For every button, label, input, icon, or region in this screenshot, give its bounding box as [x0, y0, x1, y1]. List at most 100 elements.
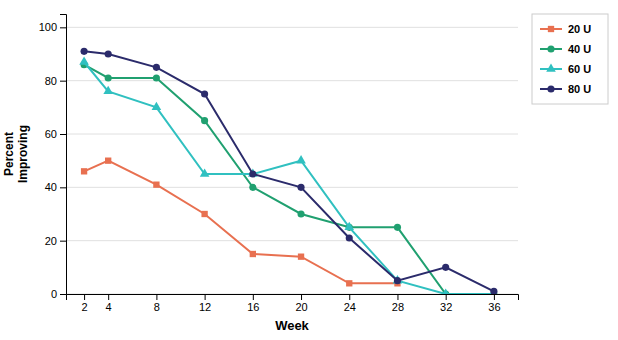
point — [441, 288, 451, 294]
tick-label: 32 — [440, 301, 452, 313]
tick-mark — [60, 27, 66, 28]
tick-mark — [84, 294, 85, 300]
legend-marker — [547, 45, 554, 52]
tick-label: 20 — [295, 301, 307, 313]
tick: 60 — [45, 128, 66, 140]
point — [394, 224, 401, 231]
point — [442, 264, 449, 271]
tick-mark — [156, 294, 157, 300]
tick: 24 — [344, 294, 356, 313]
x-axis: 24812162024283236 — [67, 294, 519, 313]
point — [200, 168, 210, 176]
tick-label: 16 — [247, 301, 259, 313]
point — [152, 102, 162, 110]
point — [249, 184, 256, 191]
series — [79, 56, 498, 294]
tick-label: 20 — [45, 235, 57, 247]
grid-line — [66, 134, 518, 135]
point — [344, 222, 354, 230]
tick-mark — [349, 294, 350, 300]
point — [490, 288, 497, 294]
tick: 100 — [39, 21, 66, 33]
line — [84, 65, 494, 294]
tick-mark — [446, 294, 447, 300]
legend-label: 40 U — [568, 43, 591, 55]
tick-mark — [253, 294, 254, 300]
tick: 36 — [488, 294, 500, 313]
point — [105, 158, 111, 164]
grid-line — [66, 80, 518, 81]
grid-line — [66, 187, 518, 188]
plot-area — [79, 48, 498, 294]
x-axis-title: Week — [275, 318, 309, 333]
tick-label: 24 — [344, 301, 356, 313]
legend: 20 U 40 U 60 U 80 U — [532, 14, 608, 104]
legend-item: 80 U — [540, 83, 591, 95]
tick-mark — [60, 81, 66, 82]
tick: 0 — [51, 288, 66, 300]
grid-line — [66, 240, 518, 241]
legend-marker — [547, 85, 554, 92]
tick: 8 — [154, 294, 160, 313]
legend-item: 40 U — [540, 43, 591, 55]
tick-label: 36 — [488, 301, 500, 313]
point — [201, 117, 208, 124]
y-axis-title-line: Improving — [16, 125, 30, 183]
tick: 28 — [392, 294, 404, 313]
legend-label: 20 U — [568, 23, 591, 35]
tick-mark — [494, 294, 495, 300]
point — [81, 48, 88, 55]
tick: 12 — [199, 294, 211, 313]
point — [298, 254, 304, 260]
point — [105, 74, 112, 81]
line — [84, 161, 397, 284]
point — [346, 234, 353, 241]
point — [79, 56, 89, 64]
series — [81, 158, 401, 287]
point — [297, 184, 304, 191]
tick-mark — [301, 294, 302, 300]
grid-line — [66, 27, 518, 28]
point — [153, 74, 160, 81]
point — [201, 90, 208, 97]
y-axis-title-line: Percent — [2, 132, 16, 176]
legend-label: 60 U — [568, 63, 591, 75]
point — [103, 86, 113, 94]
tick-mark — [205, 294, 206, 300]
tick-label: 40 — [45, 181, 57, 193]
legend-item: 20 U — [540, 23, 591, 35]
tick-label: 0 — [51, 288, 57, 300]
legend-item: 60 U — [540, 63, 591, 75]
tick: 20 — [45, 235, 66, 247]
tick-label: 80 — [45, 75, 57, 87]
tick: 4 — [106, 294, 112, 313]
line — [84, 62, 494, 294]
tick-mark — [60, 187, 66, 188]
tick-label: 2 — [82, 301, 88, 313]
legend-marker — [548, 26, 554, 32]
tick-mark — [397, 294, 398, 300]
grid — [66, 27, 518, 294]
line — [84, 51, 494, 291]
tick: 32 — [440, 294, 452, 313]
y-axis: 0 20 40 60 80 100 — [39, 15, 67, 301]
tick-mark — [60, 134, 66, 135]
point — [250, 251, 256, 257]
chart: 24812162024283236020406080100WeekPercent… — [0, 0, 618, 340]
series — [81, 48, 498, 294]
tick-label: 100 — [39, 21, 57, 33]
tick-label: 8 — [154, 301, 160, 313]
legend-label: 80 U — [568, 83, 591, 95]
tick-label: 28 — [392, 301, 404, 313]
axis-line — [67, 295, 519, 301]
tick: 16 — [247, 294, 259, 313]
tick-mark — [60, 241, 66, 242]
point — [394, 277, 401, 284]
point — [105, 50, 112, 57]
tick-label: 12 — [199, 301, 211, 313]
point — [81, 168, 87, 174]
point — [153, 64, 160, 71]
point — [201, 211, 207, 217]
tick: 2 — [82, 294, 88, 313]
axis-line — [60, 15, 67, 295]
